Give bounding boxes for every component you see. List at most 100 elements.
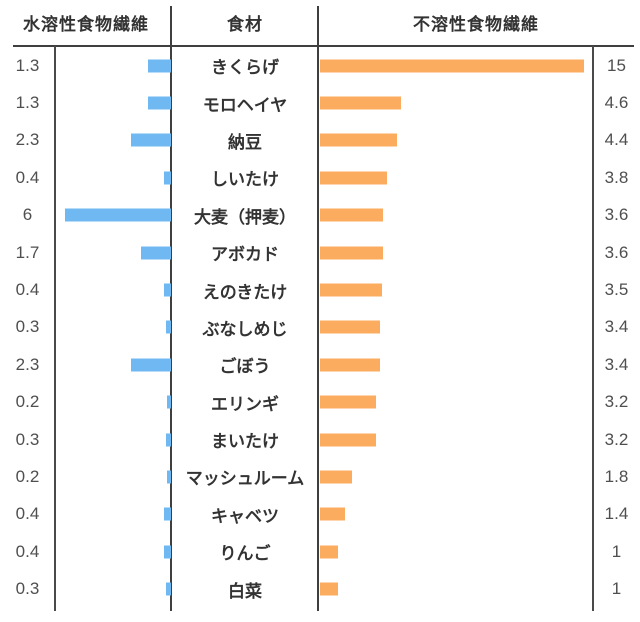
insoluble-bar-track <box>318 234 593 271</box>
soluble-value-label: 0.2 <box>15 466 40 486</box>
soluble-value-label: 1.3 <box>15 55 40 75</box>
soluble-value-label: 1.7 <box>15 242 40 262</box>
soluble-value-label: 2.3 <box>15 130 40 150</box>
table-row: 0.4 りんご 1 <box>0 533 640 570</box>
soluble-bar <box>148 59 171 73</box>
insoluble-value-label: 4.6 <box>604 93 629 113</box>
soluble-value-label: 0.4 <box>15 280 40 300</box>
soluble-bar-track <box>55 458 172 495</box>
insoluble-bar <box>320 582 338 596</box>
soluble-bar-track <box>55 346 172 383</box>
insoluble-bar <box>320 507 345 521</box>
insoluble-bar-track <box>318 122 593 159</box>
soluble-value-label: 0.2 <box>15 392 40 412</box>
insoluble-value-label: 3.8 <box>604 167 629 187</box>
soluble-bar <box>165 320 171 334</box>
soluble-bar <box>163 171 171 185</box>
insoluble-bar <box>320 283 382 297</box>
insoluble-value-label: 3.6 <box>604 242 629 262</box>
insoluble-bar <box>320 545 338 559</box>
soluble-bar <box>163 507 171 521</box>
table-row: 1.3 きくらげ 15 <box>0 47 640 84</box>
header-food: 食材 <box>227 15 263 34</box>
soluble-value-label: 0.3 <box>15 317 40 337</box>
header-divider-line <box>13 45 634 47</box>
soluble-bar <box>163 283 171 297</box>
soluble-bar-track <box>55 122 172 159</box>
insoluble-value-label: 1 <box>611 579 622 599</box>
header-soluble-fiber: 水溶性食物繊維 <box>23 15 149 34</box>
insoluble-bar <box>320 395 377 409</box>
insoluble-bar-track <box>318 496 593 533</box>
insoluble-value-label: 1 <box>611 541 622 561</box>
food-label: 大麦（押麦） <box>194 207 296 227</box>
table-row: 0.2 エリンギ 3.2 <box>0 384 640 421</box>
insoluble-value-label: 3.5 <box>604 280 629 300</box>
food-label: ごぼう <box>219 357 271 377</box>
insoluble-value-label: 1.8 <box>604 466 629 486</box>
table-row: 0.4 キャベツ 1.4 <box>0 496 640 533</box>
soluble-bar-track <box>55 271 172 308</box>
soluble-bar-track <box>55 421 172 458</box>
axis-line-right <box>592 46 594 611</box>
chart-rows: 1.3 きくらげ 15 1.3 モロヘイヤ 4.6 2.3 <box>0 47 640 608</box>
food-label: きくらげ <box>211 58 279 78</box>
insoluble-bar-track <box>318 533 593 570</box>
insoluble-bar-track <box>318 84 593 121</box>
insoluble-value-label: 3.2 <box>604 429 629 449</box>
insoluble-value-label: 4.4 <box>604 130 629 150</box>
soluble-bar <box>167 470 171 484</box>
insoluble-bar-track <box>318 47 593 84</box>
soluble-bar <box>165 433 171 447</box>
soluble-value-label: 0.4 <box>15 504 40 524</box>
insoluble-value-label: 3.2 <box>604 392 629 412</box>
table-row: 0.3 まいたけ 3.2 <box>0 421 640 458</box>
soluble-value-label: 0.4 <box>15 167 40 187</box>
food-label: エリンギ <box>211 394 279 414</box>
food-label: ぶなしめじ <box>202 319 288 339</box>
soluble-value-label: 0.4 <box>15 541 40 561</box>
insoluble-value-label: 3.4 <box>604 317 629 337</box>
insoluble-bar-track <box>318 271 593 308</box>
soluble-value-label: 6 <box>22 205 33 225</box>
food-label: マッシュルーム <box>185 469 305 489</box>
table-header: 水溶性食物繊維 食材 不溶性食物繊維 <box>0 0 640 47</box>
table-row: 0.3 白菜 1 <box>0 570 640 607</box>
insoluble-bar <box>320 133 398 147</box>
soluble-value-label: 0.3 <box>15 429 40 449</box>
table-row: 2.3 ごぼう 3.4 <box>0 346 640 383</box>
soluble-bar <box>163 545 171 559</box>
soluble-bar <box>141 246 171 260</box>
soluble-bar <box>130 133 171 147</box>
table-row: 0.4 えのきたけ 3.5 <box>0 271 640 308</box>
insoluble-value-label: 15 <box>607 55 626 75</box>
insoluble-bar-track <box>318 570 593 607</box>
insoluble-bar <box>320 433 377 447</box>
table-row: 0.2 マッシュルーム 1.8 <box>0 458 640 495</box>
soluble-bar <box>65 208 171 222</box>
insoluble-value-label: 3.4 <box>604 354 629 374</box>
soluble-bar-track <box>55 570 172 607</box>
soluble-bar <box>165 582 171 596</box>
table-row: 6 大麦（押麦） 3.6 <box>0 197 640 234</box>
insoluble-bar-track <box>318 309 593 346</box>
table-row: 2.3 納豆 4.4 <box>0 122 640 159</box>
table-row: 0.4 しいたけ 3.8 <box>0 159 640 196</box>
food-label: モロヘイヤ <box>202 95 288 115</box>
soluble-bar <box>167 395 171 409</box>
insoluble-bar-track <box>318 346 593 383</box>
soluble-bar-track <box>55 84 172 121</box>
axis-line-left <box>54 46 56 611</box>
header-insoluble-fiber: 不溶性食物繊維 <box>413 15 539 34</box>
insoluble-bar <box>320 246 384 260</box>
insoluble-bar <box>320 470 352 484</box>
insoluble-bar <box>320 358 380 372</box>
insoluble-bar-track <box>318 458 593 495</box>
column-divider-left <box>170 6 172 611</box>
soluble-bar-track <box>55 309 172 346</box>
soluble-bar-track <box>55 47 172 84</box>
food-label: しいたけ <box>211 170 279 190</box>
soluble-value-label: 2.3 <box>15 354 40 374</box>
insoluble-bar <box>320 59 584 73</box>
insoluble-bar <box>320 320 380 334</box>
